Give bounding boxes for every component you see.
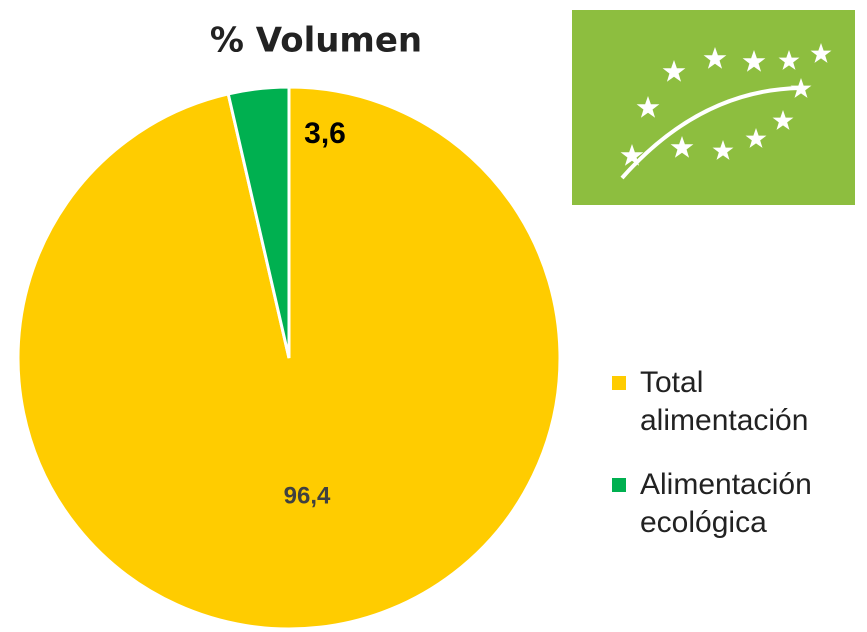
legend-item: Alimentación ecológica — [612, 466, 837, 542]
eu-organic-logo — [572, 10, 855, 205]
chart-title: % Volumen — [210, 21, 422, 61]
legend-label: Total alimentación — [640, 366, 809, 437]
pie-slice — [226, 85, 291, 359]
data-label: 3,6 — [304, 117, 346, 150]
legend-label: Alimentación ecológica — [640, 468, 812, 539]
legend-swatch — [612, 478, 626, 492]
legend-swatch — [612, 376, 626, 390]
legend-item: Total alimentación — [612, 364, 837, 440]
data-label: 96,4 — [284, 482, 331, 509]
